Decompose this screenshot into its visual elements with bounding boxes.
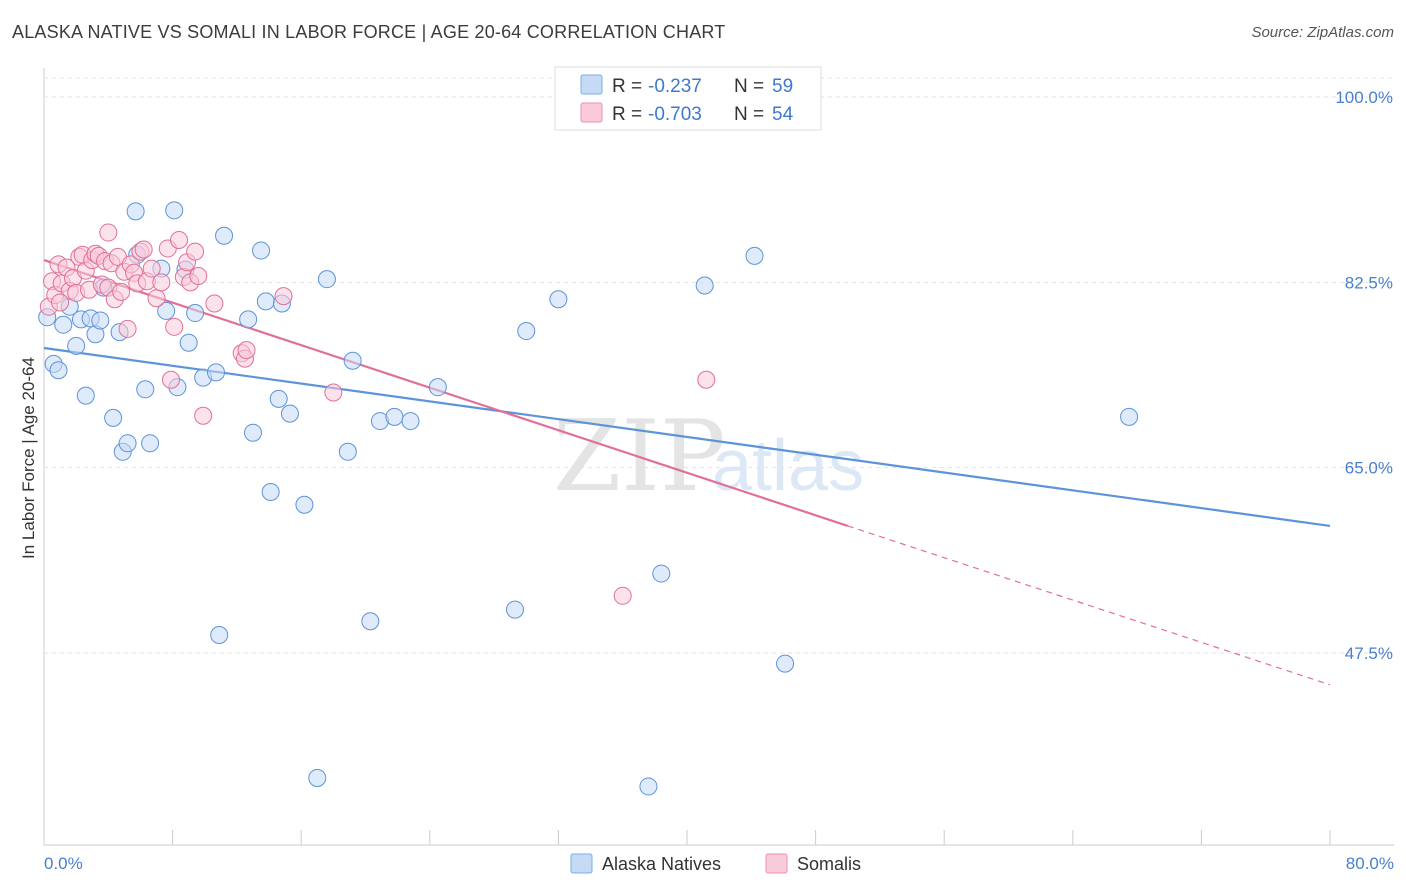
point-alaska-native [207,363,226,382]
point-somali [142,259,161,278]
point-alaska-native [295,495,314,514]
point-somali [194,406,213,425]
point-alaska-native [210,625,229,644]
point-alaska-native [695,276,714,295]
point-alaska-native [76,386,95,405]
y-tick-label: 47.5% [1345,644,1393,663]
point-alaska-native [401,412,420,431]
point-alaska-native [280,404,299,423]
point-somali [99,223,118,242]
point-somali [274,287,293,306]
trend-line-alaska-natives [43,346,1331,528]
stats-legend-swatch-alaska [580,74,603,95]
point-somali [134,240,153,259]
point-alaska-native [361,612,380,631]
point-alaska-native [639,777,658,796]
point-somali [697,370,716,389]
point-somali [324,383,343,402]
point-alaska-native [505,600,524,619]
point-alaska-native [141,434,160,453]
point-alaska-native [308,768,327,787]
point-alaska-native [745,246,764,265]
stats-r-value-somali: -0.703 [648,104,702,125]
point-somali [170,230,189,249]
point-somali [51,293,70,312]
point-alaska-native [261,483,280,502]
point-somali [152,273,171,292]
legend-swatch-alaska-natives [570,853,593,874]
point-somali [186,242,205,261]
stats-r-value-alaska: -0.237 [648,76,702,97]
stats-r-label-somali: R = [612,104,642,125]
point-alaska-native [549,290,568,309]
stats-legend: R = -0.237 N = 59 R = -0.703 N = 54 [554,66,822,131]
y-axis-label: In Labor Force | Age 20-64 [19,357,38,559]
trend-line-somalis [43,259,849,527]
point-alaska-native [269,389,288,408]
stats-n-value-somali: 54 [772,104,794,125]
x-tick-label-min: 0.0% [44,854,83,873]
chart-title: ALASKA NATIVE VS SOMALI IN LABOR FORCE |… [12,22,726,42]
point-alaska-native [67,336,86,355]
point-somali [189,266,208,285]
point-alaska-native [186,304,205,323]
point-alaska-native [118,434,137,453]
point-alaska-native [104,408,123,427]
point-alaska-native [343,351,362,370]
legend-label-alaska-natives: Alaska Natives [602,854,721,874]
watermark-atlas: atlas [712,426,864,506]
point-alaska-native [179,333,198,352]
point-alaska-native [338,442,357,461]
point-alaska-native [317,270,336,289]
point-somali [147,289,166,308]
point-alaska-native [256,292,275,311]
point-somali [165,317,184,336]
y-tick-label: 65.0% [1345,459,1393,478]
point-alaska-native [49,361,68,380]
point-alaska-native [54,315,73,334]
bottom-legend: Alaska Natives Somalis [570,853,861,874]
point-somali [205,294,224,313]
point-alaska-native [517,322,536,341]
point-alaska-native [252,241,271,260]
point-alaska-native [385,407,404,426]
y-tick-label: 100.0% [1335,88,1393,107]
point-somali [112,282,131,301]
stats-n-value-alaska: 59 [772,76,793,97]
point-somali [161,370,180,389]
point-alaska-native [1120,407,1139,426]
legend-label-somalis: Somalis [797,854,861,874]
point-somali [613,586,632,605]
stats-n-label-alaska: N = [734,76,764,97]
x-tick-label-max: 80.0% [1346,854,1394,873]
stats-n-label-somali: N = [734,104,764,125]
point-alaska-native [91,311,110,330]
stats-r-label-alaska: R = [612,76,642,97]
point-alaska-native [776,654,795,673]
legend-swatch-somalis [765,853,788,874]
trend-line-somalis-extension [847,525,1331,686]
point-alaska-native [126,202,145,221]
point-alaska-native [215,226,234,245]
stats-legend-swatch-somali [580,102,603,123]
point-alaska-native [136,380,155,399]
point-somali [118,319,137,338]
point-alaska-native [243,423,262,442]
point-alaska-native [239,310,258,329]
point-alaska-native [652,564,671,583]
point-alaska-native [157,301,176,320]
y-tick-label: 82.5% [1345,273,1393,292]
point-somali [237,341,256,360]
point-alaska-native [165,201,184,220]
source-label: Source: ZipAtlas.com [1251,24,1394,41]
point-alaska-native [428,378,447,397]
